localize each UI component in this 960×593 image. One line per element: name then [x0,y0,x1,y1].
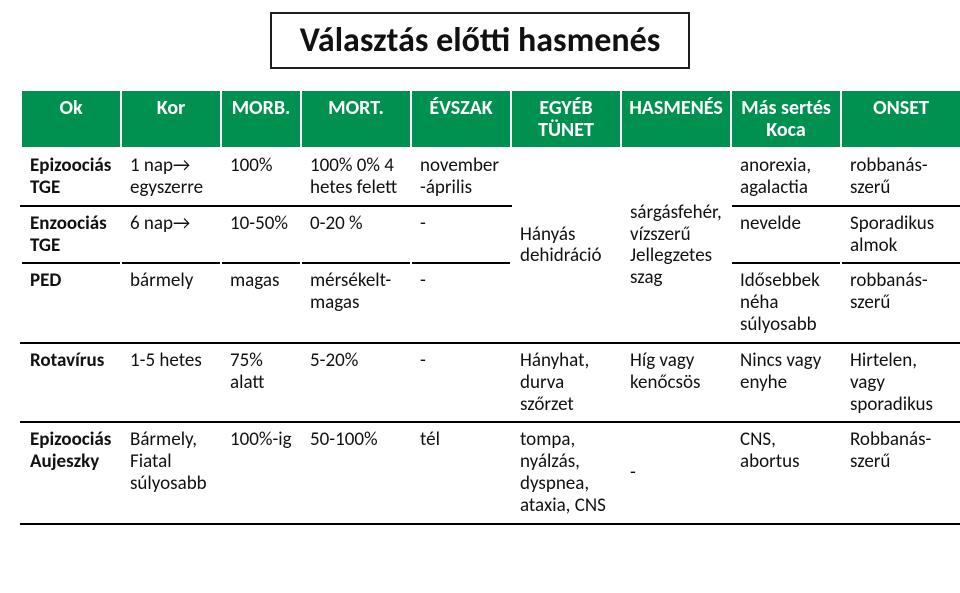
cell-morb: 10-50% [221,206,301,264]
col-onset: ONSET [841,90,960,148]
cell-tunet: Hányhat, durva szőrzet [511,343,621,423]
cell-ok: Enzoociás TGE [21,206,121,264]
cell-hasmen-merged: sárgásfehér, vízszerű Jellegzetes szag [621,148,731,343]
col-ok: Ok [21,90,121,148]
cell-morb: 100%-ig [221,422,301,523]
cell-ok: Epizoociás TGE [21,148,121,206]
cell-evszak: - [411,263,511,343]
cell-koca: Idősebbek néha súlyosabb [731,263,841,343]
cell-koca: nevelde [731,206,841,264]
cell-ok: Epizoociás Aujeszky [21,422,121,523]
cell-morb: 75% alatt [221,343,301,423]
cell-tunet-merged: Hányás dehidráció [511,148,621,343]
table-row: Epizoociás Aujeszky Bármely, Fiatal súly… [21,422,960,523]
cell-koca: CNS, abortus [731,422,841,523]
table-row: PED bármely magas mérsékelt-magas - Idős… [21,263,960,343]
cell-morb: magas [221,263,301,343]
cell-onset: Hirtelen, vagy sporadikus [841,343,960,423]
cell-ok: PED [21,263,121,343]
cell-evszak: november -április [411,148,511,206]
table-row: Rotavírus 1-5 hetes 75% alatt 5-20% - Há… [21,343,960,423]
slide: Választás előtti hasmenés Ok Kor MORB. M… [0,0,960,593]
cell-hasmen: Híg vagy kenőcsös [621,343,731,423]
cell-ok: Rotavírus [21,343,121,423]
cell-kor: 6 nap→ [121,206,221,264]
cell-evszak: - [411,206,511,264]
title-wrap: Választás előtti hasmenés [20,12,940,69]
cell-evszak: - [411,343,511,423]
cell-morb: 100% [221,148,301,206]
data-table: Ok Kor MORB. MORT. ÉVSZAK EGYÉB TÜNET HA… [20,89,960,525]
cell-onset: robbanás-szerű [841,148,960,206]
table-row: Epizoociás TGE 1 nap→ egyszerre 100% 100… [21,148,960,206]
table-row: Enzoociás TGE 6 nap→ 10-50% 0-20 % - nev… [21,206,960,264]
col-koca: Más sertés Koca [731,90,841,148]
cell-hasmen: - [621,422,731,523]
cell-koca: anorexia, agalactia [731,148,841,206]
cell-mort: 0-20 % [301,206,411,264]
cell-kor: Bármely, Fiatal súlyosabb [121,422,221,523]
header-row: Ok Kor MORB. MORT. ÉVSZAK EGYÉB TÜNET HA… [21,90,960,148]
cell-evszak: tél [411,422,511,523]
cell-kor: bármely [121,263,221,343]
col-evszak: ÉVSZAK [411,90,511,148]
col-mort: MORT. [301,90,411,148]
cell-koca: Nincs vagy enyhe [731,343,841,423]
cell-onset: Sporadikus almok [841,206,960,264]
cell-onset: Robbanás-szerű [841,422,960,523]
cell-kor: 1 nap→ egyszerre [121,148,221,206]
cell-mort: 100% 0% 4 hetes felett [301,148,411,206]
col-morb: MORB. [221,90,301,148]
col-hasmen: HASMENÉS [621,90,731,148]
cell-tunet: tompa, nyálzás, dyspnea, ataxia, CNS [511,422,621,523]
cell-onset: robbanás-szerű [841,263,960,343]
cell-mort: 50-100% [301,422,411,523]
col-tunet: EGYÉB TÜNET [511,90,621,148]
col-kor: Kor [121,90,221,148]
cell-mort: 5-20% [301,343,411,423]
page-title: Választás előtti hasmenés [270,12,691,69]
cell-kor: 1-5 hetes [121,343,221,423]
cell-mort: mérsékelt-magas [301,263,411,343]
